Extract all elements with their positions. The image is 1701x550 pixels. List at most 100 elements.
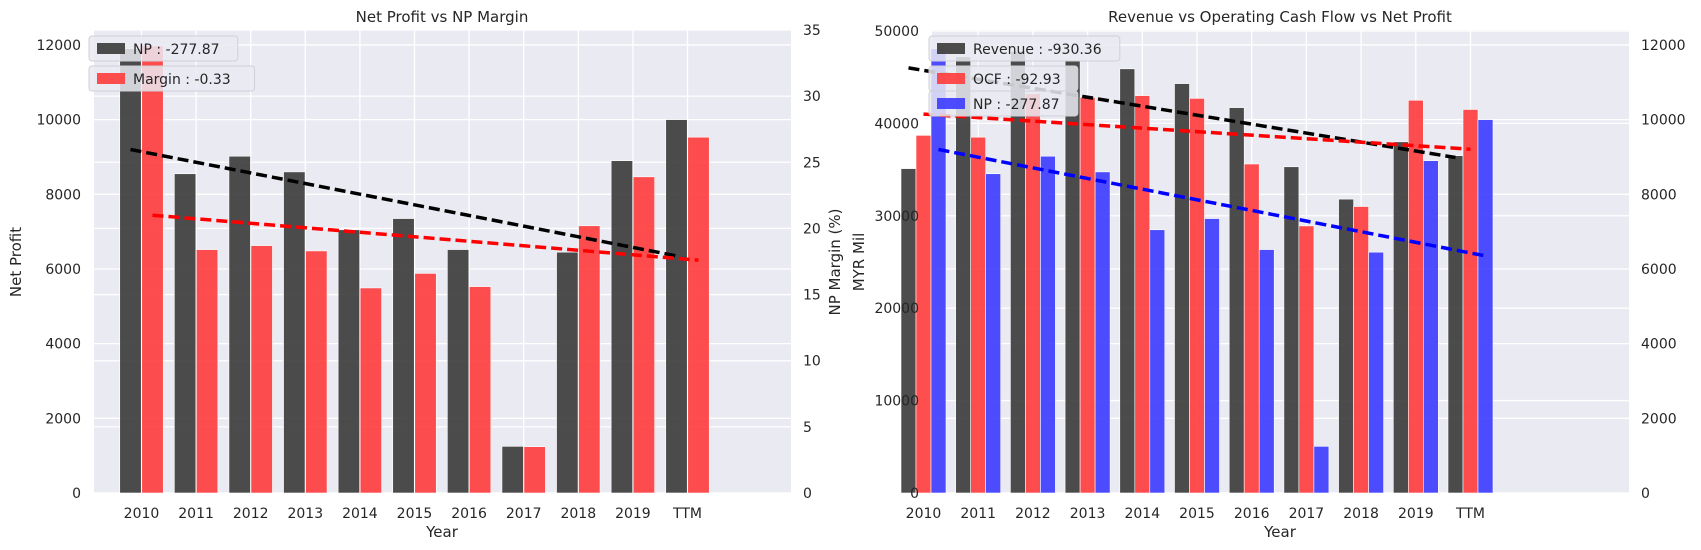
y-right-tick-label: 15 bbox=[803, 288, 821, 304]
legend-label: NP : -277.87 bbox=[133, 42, 220, 58]
x-tick-label: 2016 bbox=[1234, 506, 1270, 522]
y-tick-label: 4000 bbox=[45, 337, 81, 353]
chart-title-left: Net Profit vs NP Margin bbox=[356, 8, 529, 26]
y-tick-label: 6000 bbox=[45, 262, 81, 278]
bar-ocf-ttm bbox=[1462, 109, 1479, 494]
bar-revenue-2015 bbox=[1174, 83, 1190, 494]
y-right-tick-label: 20 bbox=[803, 221, 821, 237]
bar-revenue-2014 bbox=[1119, 68, 1136, 494]
y-axis-label-right: NP Margin (%) bbox=[826, 209, 844, 316]
legend-label: Margin : -0.33 bbox=[133, 72, 231, 88]
bar-margin-2013 bbox=[305, 250, 328, 494]
x-tick-label: 2010 bbox=[124, 506, 160, 522]
y-tick-label: 50000 bbox=[874, 24, 919, 40]
bar-np-2019 bbox=[610, 160, 633, 494]
y-right-tick-label: 8000 bbox=[1641, 187, 1677, 203]
bar-np-2010 bbox=[119, 48, 142, 494]
bar-np-2011 bbox=[985, 173, 1002, 494]
x-tick-label: 2017 bbox=[506, 506, 542, 522]
y-axis-left-2: 0 10000 20000 30000 40000 50000 bbox=[874, 24, 919, 502]
x-axis-label-left: Year bbox=[425, 523, 459, 541]
bar-ocf-2013 bbox=[1079, 97, 1096, 494]
x-tick-label: 2013 bbox=[287, 506, 323, 522]
x-tick-label: 2016 bbox=[451, 506, 487, 522]
y-axis-right-2: 0 2000 4000 6000 8000 10000 12000 bbox=[1641, 38, 1686, 502]
y-tick-label: 2000 bbox=[45, 411, 81, 427]
legend-box bbox=[88, 65, 256, 92]
bar-ocf-2017 bbox=[1298, 225, 1315, 494]
y-right-tick-label: 2000 bbox=[1641, 411, 1677, 427]
x-tick-label: 2015 bbox=[397, 506, 433, 522]
y-right-tick-label: 30 bbox=[803, 89, 821, 105]
x-axis-left: 2010 2011 2012 2013 2014 2015 2016 2017 2018 2019… bbox=[124, 506, 702, 522]
bar-margin-2016 bbox=[469, 286, 492, 494]
x-tick-label: 2018 bbox=[560, 506, 596, 522]
y-right-tick-label: 10000 bbox=[1641, 113, 1686, 129]
x-tick-label: 2012 bbox=[233, 506, 269, 522]
y-tick-label: 40000 bbox=[874, 116, 919, 132]
revenue-ocf-np-chart: 0 10000 20000 30000 40000 50000 0 2000 4000 6000… bbox=[850, 8, 1686, 541]
bar-ocf-2012 bbox=[1025, 93, 1041, 494]
trendlines-left bbox=[130, 147, 699, 262]
y-right-tick-label: 0 bbox=[803, 486, 812, 502]
bar-np-2017 bbox=[501, 446, 524, 494]
legend-swatch bbox=[937, 43, 965, 54]
y-tick-label: 10000 bbox=[36, 113, 81, 129]
x-tick-label: 2018 bbox=[1343, 506, 1379, 522]
y-tick-label: 0 bbox=[910, 486, 919, 502]
y-tick-label: 8000 bbox=[45, 187, 81, 203]
bar-margin-2018 bbox=[578, 225, 601, 494]
x-tick-label: 2011 bbox=[178, 506, 214, 522]
bar-margin-ttm bbox=[687, 136, 710, 494]
y-right-tick-label: 5 bbox=[803, 420, 812, 436]
legend-label: NP : -277.87 bbox=[973, 97, 1060, 113]
trendline-np bbox=[938, 147, 1486, 258]
bar-revenue-2011 bbox=[955, 56, 972, 494]
y-right-tick-label: 35 bbox=[803, 23, 821, 39]
bar-np-ttm bbox=[665, 119, 688, 494]
bar-margin-2019 bbox=[632, 176, 655, 494]
bar-ocf-2014 bbox=[1134, 95, 1151, 494]
y-right-tick-label: 25 bbox=[803, 155, 821, 171]
y-axis-left: 0 2000 4000 6000 8000 10000 12000 bbox=[36, 38, 81, 502]
x-axis-right: 2010 2011 2012 2013 2014 2015 2016 2017 2018 2019… bbox=[906, 506, 1485, 522]
bar-revenue-2016 bbox=[1228, 107, 1245, 494]
bar-ocf-2016 bbox=[1243, 163, 1260, 494]
legend-right: Revenue : -930.36 OCF : -92.93 NP : -277.8… bbox=[928, 35, 1121, 117]
legend-box bbox=[928, 35, 1121, 62]
x-tick-label: 2019 bbox=[1398, 506, 1434, 522]
legend-swatch bbox=[97, 73, 125, 84]
legend-left: NP : -277.87 Margin : -0.33 bbox=[88, 35, 256, 92]
y-right-tick-label: 12000 bbox=[1641, 38, 1686, 54]
x-tick-label: 2014 bbox=[342, 506, 378, 522]
bar-np-ttm bbox=[1477, 119, 1494, 494]
y-tick-label: 10000 bbox=[874, 394, 919, 410]
bar-np-2015 bbox=[1204, 218, 1220, 494]
bar-ocf-2018 bbox=[1353, 206, 1369, 494]
bar-np-2016 bbox=[447, 249, 470, 494]
bar-np-2011 bbox=[174, 173, 197, 494]
bar-np-2013 bbox=[1094, 171, 1111, 494]
bar-np-2014 bbox=[1149, 229, 1166, 494]
x-axis-label-right: Year bbox=[1263, 523, 1297, 541]
bar-revenue-2019 bbox=[1393, 141, 1409, 494]
bar-np-2013 bbox=[283, 171, 306, 494]
bar-margin-2015 bbox=[414, 273, 437, 494]
y-axis-label-left: Net Profit bbox=[7, 227, 25, 297]
x-tick-label: TTM bbox=[1455, 506, 1485, 522]
trendline-margin bbox=[152, 213, 699, 262]
legend-box bbox=[88, 35, 239, 62]
bar-ocf-2019 bbox=[1408, 99, 1424, 494]
bar-revenue-2018 bbox=[1338, 198, 1354, 494]
y-tick-label: 0 bbox=[72, 486, 81, 502]
bar-margin-2011 bbox=[196, 249, 219, 494]
x-tick-label: 2015 bbox=[1179, 506, 1215, 522]
bar-margin-2014 bbox=[359, 287, 382, 494]
trendline-np bbox=[130, 147, 677, 258]
bars-left bbox=[119, 45, 710, 494]
bar-margin-2017 bbox=[523, 446, 546, 494]
bar-np-2017 bbox=[1313, 446, 1330, 494]
y-right-tick-label: 6000 bbox=[1641, 262, 1677, 278]
y-tick-label: 30000 bbox=[874, 209, 919, 225]
